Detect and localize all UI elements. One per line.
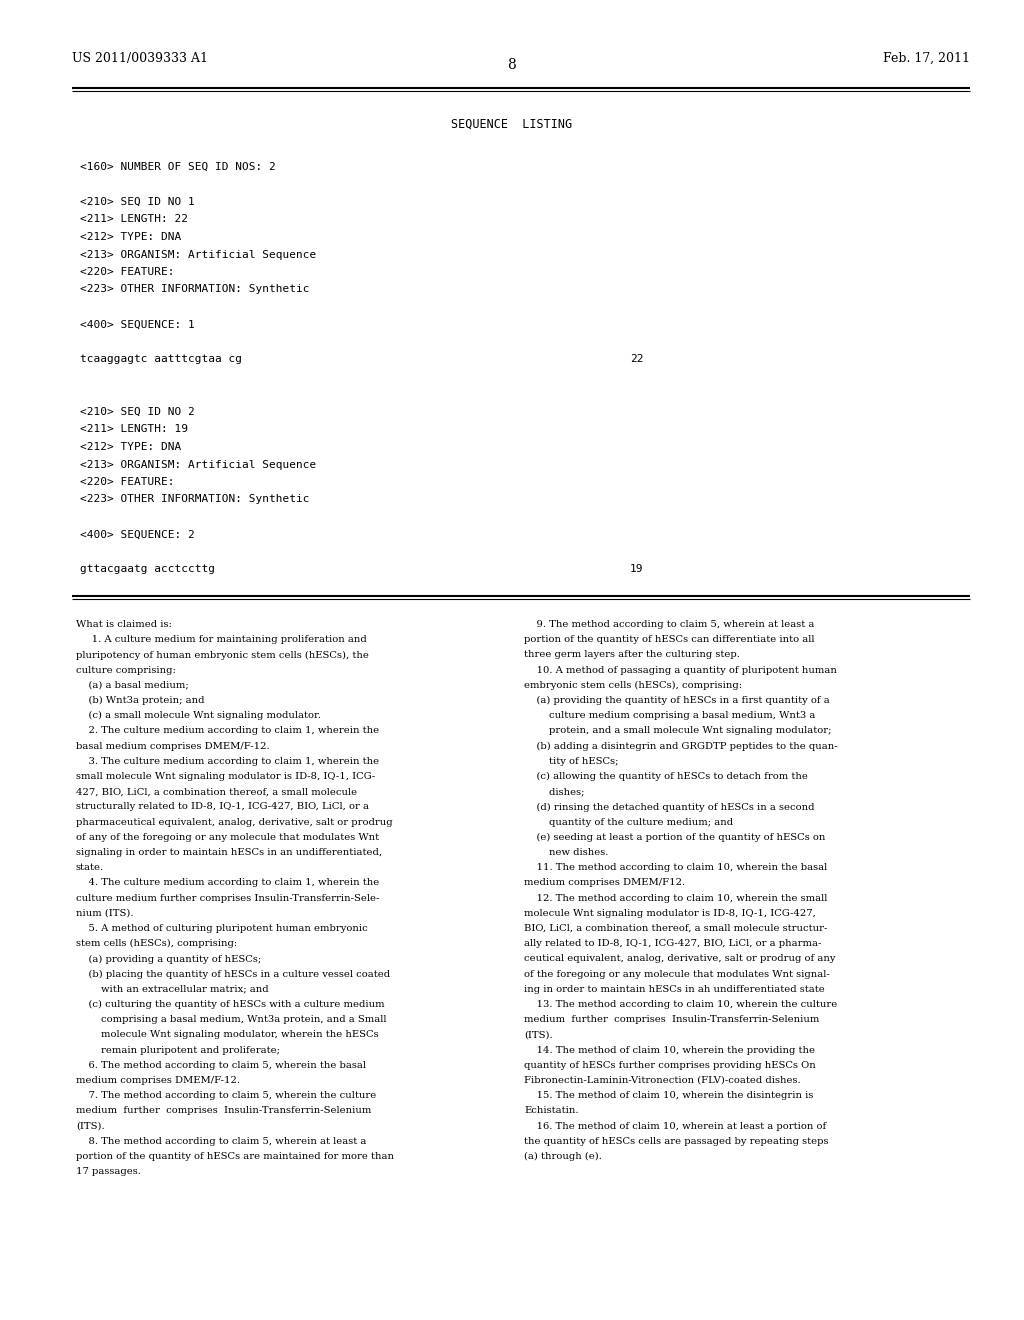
Text: remain pluripotent and proliferate;: remain pluripotent and proliferate; xyxy=(76,1045,280,1055)
Text: 5. A method of culturing pluripotent human embryonic: 5. A method of culturing pluripotent hum… xyxy=(76,924,368,933)
Text: stem cells (hESCs), comprising:: stem cells (hESCs), comprising: xyxy=(76,940,238,948)
Text: comprising a basal medium, Wnt3a protein, and a Small: comprising a basal medium, Wnt3a protein… xyxy=(76,1015,386,1024)
Text: <212> TYPE: DNA: <212> TYPE: DNA xyxy=(80,232,181,242)
Text: 427, BIO, LiCl, a combination thereof, a small molecule: 427, BIO, LiCl, a combination thereof, a… xyxy=(76,787,357,796)
Text: culture medium further comprises Insulin-Transferrin-Sele-: culture medium further comprises Insulin… xyxy=(76,894,379,903)
Text: <220> FEATURE:: <220> FEATURE: xyxy=(80,267,174,277)
Text: (c) allowing the quantity of hESCs to detach from the: (c) allowing the quantity of hESCs to de… xyxy=(524,772,808,781)
Text: 17 passages.: 17 passages. xyxy=(76,1167,141,1176)
Text: quantity of the culture medium; and: quantity of the culture medium; and xyxy=(524,817,733,826)
Text: gttacgaatg acctccttg: gttacgaatg acctccttg xyxy=(80,565,215,574)
Text: ing in order to maintain hESCs in ah undifferentiated state: ing in order to maintain hESCs in ah und… xyxy=(524,985,824,994)
Text: (ITS).: (ITS). xyxy=(524,1031,553,1039)
Text: 9. The method according to claim 5, wherein at least a: 9. The method according to claim 5, wher… xyxy=(524,620,814,630)
Text: <210> SEQ ID NO 2: <210> SEQ ID NO 2 xyxy=(80,407,195,417)
Text: (c) culturing the quantity of hESCs with a culture medium: (c) culturing the quantity of hESCs with… xyxy=(76,1001,385,1008)
Text: <212> TYPE: DNA: <212> TYPE: DNA xyxy=(80,442,181,451)
Text: new dishes.: new dishes. xyxy=(524,847,608,857)
Text: What is claimed is:: What is claimed is: xyxy=(76,620,172,630)
Text: portion of the quantity of hESCs are maintained for more than: portion of the quantity of hESCs are mai… xyxy=(76,1152,394,1162)
Text: (a) providing a quantity of hESCs;: (a) providing a quantity of hESCs; xyxy=(76,954,261,964)
Text: (a) through (e).: (a) through (e). xyxy=(524,1152,602,1162)
Text: (d) rinsing the detached quantity of hESCs in a second: (d) rinsing the detached quantity of hES… xyxy=(524,803,814,812)
Text: <211> LENGTH: 19: <211> LENGTH: 19 xyxy=(80,425,188,434)
Text: 11. The method according to claim 10, wherein the basal: 11. The method according to claim 10, wh… xyxy=(524,863,827,873)
Text: the quantity of hESCs cells are passaged by repeating steps: the quantity of hESCs cells are passaged… xyxy=(524,1137,828,1146)
Text: 6. The method according to claim 5, wherein the basal: 6. The method according to claim 5, wher… xyxy=(76,1061,366,1069)
Text: <400> SEQUENCE: 1: <400> SEQUENCE: 1 xyxy=(80,319,195,330)
Text: of the foregoing or any molecule that modulates Wnt signal-: of the foregoing or any molecule that mo… xyxy=(524,970,829,978)
Text: 3. The culture medium according to claim 1, wherein the: 3. The culture medium according to claim… xyxy=(76,756,379,766)
Text: 1. A culture medium for maintaining proliferation and: 1. A culture medium for maintaining prol… xyxy=(76,635,367,644)
Text: medium  further  comprises  Insulin-Transferrin-Selenium: medium further comprises Insulin-Transfe… xyxy=(524,1015,819,1024)
Text: (c) a small molecule Wnt signaling modulator.: (c) a small molecule Wnt signaling modul… xyxy=(76,711,321,721)
Text: Fibronectin-Laminin-Vitronection (FLV)-coated dishes.: Fibronectin-Laminin-Vitronection (FLV)-c… xyxy=(524,1076,801,1085)
Text: structurally related to ID-8, IQ-1, ICG-427, BIO, LiCl, or a: structurally related to ID-8, IQ-1, ICG-… xyxy=(76,803,369,812)
Text: 10. A method of passaging a quantity of pluripotent human: 10. A method of passaging a quantity of … xyxy=(524,665,837,675)
Text: molecule Wnt signaling modulator, wherein the hESCs: molecule Wnt signaling modulator, wherei… xyxy=(76,1031,379,1039)
Text: (b) placing the quantity of hESCs in a culture vessel coated: (b) placing the quantity of hESCs in a c… xyxy=(76,970,390,978)
Text: Feb. 17, 2011: Feb. 17, 2011 xyxy=(883,51,970,65)
Text: 8. The method according to claim 5, wherein at least a: 8. The method according to claim 5, wher… xyxy=(76,1137,367,1146)
Text: protein, and a small molecule Wnt signaling modulator;: protein, and a small molecule Wnt signal… xyxy=(524,726,831,735)
Text: ally related to ID-8, IQ-1, ICG-427, BIO, LiCl, or a pharma-: ally related to ID-8, IQ-1, ICG-427, BIO… xyxy=(524,940,821,948)
Text: with an extracellular matrix; and: with an extracellular matrix; and xyxy=(76,985,268,994)
Text: (b) adding a disintegrin and GRGDTP peptides to the quan-: (b) adding a disintegrin and GRGDTP pept… xyxy=(524,742,838,751)
Text: <210> SEQ ID NO 1: <210> SEQ ID NO 1 xyxy=(80,197,195,207)
Text: medium comprises DMEM/F12.: medium comprises DMEM/F12. xyxy=(524,878,685,887)
Text: <213> ORGANISM: Artificial Sequence: <213> ORGANISM: Artificial Sequence xyxy=(80,459,316,470)
Text: culture medium comprising a basal medium, Wnt3 a: culture medium comprising a basal medium… xyxy=(524,711,815,721)
Text: nium (ITS).: nium (ITS). xyxy=(76,908,133,917)
Text: 12. The method according to claim 10, wherein the small: 12. The method according to claim 10, wh… xyxy=(524,894,827,903)
Text: signaling in order to maintain hESCs in an undifferentiated,: signaling in order to maintain hESCs in … xyxy=(76,847,382,857)
Text: 15. The method of claim 10, wherein the disintegrin is: 15. The method of claim 10, wherein the … xyxy=(524,1092,813,1100)
Text: BIO, LiCl, a combination thereof, a small molecule structur-: BIO, LiCl, a combination thereof, a smal… xyxy=(524,924,827,933)
Text: tcaaggagtc aatttcgtaa cg: tcaaggagtc aatttcgtaa cg xyxy=(80,355,242,364)
Text: <213> ORGANISM: Artificial Sequence: <213> ORGANISM: Artificial Sequence xyxy=(80,249,316,260)
Text: 16. The method of claim 10, wherein at least a portion of: 16. The method of claim 10, wherein at l… xyxy=(524,1122,826,1131)
Text: tity of hESCs;: tity of hESCs; xyxy=(524,756,618,766)
Text: portion of the quantity of hESCs can differentiate into all: portion of the quantity of hESCs can dif… xyxy=(524,635,814,644)
Text: 19: 19 xyxy=(630,565,643,574)
Text: Echistatin.: Echistatin. xyxy=(524,1106,579,1115)
Text: 13. The method according to claim 10, wherein the culture: 13. The method according to claim 10, wh… xyxy=(524,1001,838,1008)
Text: 14. The method of claim 10, wherein the providing the: 14. The method of claim 10, wherein the … xyxy=(524,1045,815,1055)
Text: <160> NUMBER OF SEQ ID NOS: 2: <160> NUMBER OF SEQ ID NOS: 2 xyxy=(80,162,275,172)
Text: <220> FEATURE:: <220> FEATURE: xyxy=(80,477,174,487)
Text: state.: state. xyxy=(76,863,104,873)
Text: 7. The method according to claim 5, wherein the culture: 7. The method according to claim 5, wher… xyxy=(76,1092,376,1100)
Text: <211> LENGTH: 22: <211> LENGTH: 22 xyxy=(80,214,188,224)
Text: (e) seeding at least a portion of the quantity of hESCs on: (e) seeding at least a portion of the qu… xyxy=(524,833,825,842)
Text: 4. The culture medium according to claim 1, wherein the: 4. The culture medium according to claim… xyxy=(76,878,379,887)
Text: 22: 22 xyxy=(630,355,643,364)
Text: pluripotency of human embryonic stem cells (hESCs), the: pluripotency of human embryonic stem cel… xyxy=(76,651,369,660)
Text: of any of the foregoing or any molecule that modulates Wnt: of any of the foregoing or any molecule … xyxy=(76,833,379,842)
Text: medium comprises DMEM/F-12.: medium comprises DMEM/F-12. xyxy=(76,1076,240,1085)
Text: ceutical equivalent, analog, derivative, salt or prodrug of any: ceutical equivalent, analog, derivative,… xyxy=(524,954,836,964)
Text: medium  further  comprises  Insulin-Transferrin-Selenium: medium further comprises Insulin-Transfe… xyxy=(76,1106,372,1115)
Text: SEQUENCE  LISTING: SEQUENCE LISTING xyxy=(452,117,572,131)
Text: (ITS).: (ITS). xyxy=(76,1122,104,1131)
Text: 2. The culture medium according to claim 1, wherein the: 2. The culture medium according to claim… xyxy=(76,726,379,735)
Text: 8: 8 xyxy=(508,58,516,73)
Text: three germ layers after the culturing step.: three germ layers after the culturing st… xyxy=(524,651,740,660)
Text: (a) providing the quantity of hESCs in a first quantity of a: (a) providing the quantity of hESCs in a… xyxy=(524,696,829,705)
Text: molecule Wnt signaling modulator is ID-8, IQ-1, ICG-427,: molecule Wnt signaling modulator is ID-8… xyxy=(524,908,816,917)
Text: <400> SEQUENCE: 2: <400> SEQUENCE: 2 xyxy=(80,529,195,540)
Text: (b) Wnt3a protein; and: (b) Wnt3a protein; and xyxy=(76,696,205,705)
Text: basal medium comprises DMEM/F-12.: basal medium comprises DMEM/F-12. xyxy=(76,742,269,751)
Text: US 2011/0039333 A1: US 2011/0039333 A1 xyxy=(72,51,208,65)
Text: quantity of hESCs further comprises providing hESCs On: quantity of hESCs further comprises prov… xyxy=(524,1061,816,1069)
Text: <223> OTHER INFORMATION: Synthetic: <223> OTHER INFORMATION: Synthetic xyxy=(80,495,309,504)
Text: culture comprising:: culture comprising: xyxy=(76,665,176,675)
Text: dishes;: dishes; xyxy=(524,787,585,796)
Text: embryonic stem cells (hESCs), comprising:: embryonic stem cells (hESCs), comprising… xyxy=(524,681,742,690)
Text: <223> OTHER INFORMATION: Synthetic: <223> OTHER INFORMATION: Synthetic xyxy=(80,285,309,294)
Text: small molecule Wnt signaling modulator is ID-8, IQ-1, ICG-: small molecule Wnt signaling modulator i… xyxy=(76,772,375,781)
Text: pharmaceutical equivalent, analog, derivative, salt or prodrug: pharmaceutical equivalent, analog, deriv… xyxy=(76,817,392,826)
Text: (a) a basal medium;: (a) a basal medium; xyxy=(76,681,188,690)
